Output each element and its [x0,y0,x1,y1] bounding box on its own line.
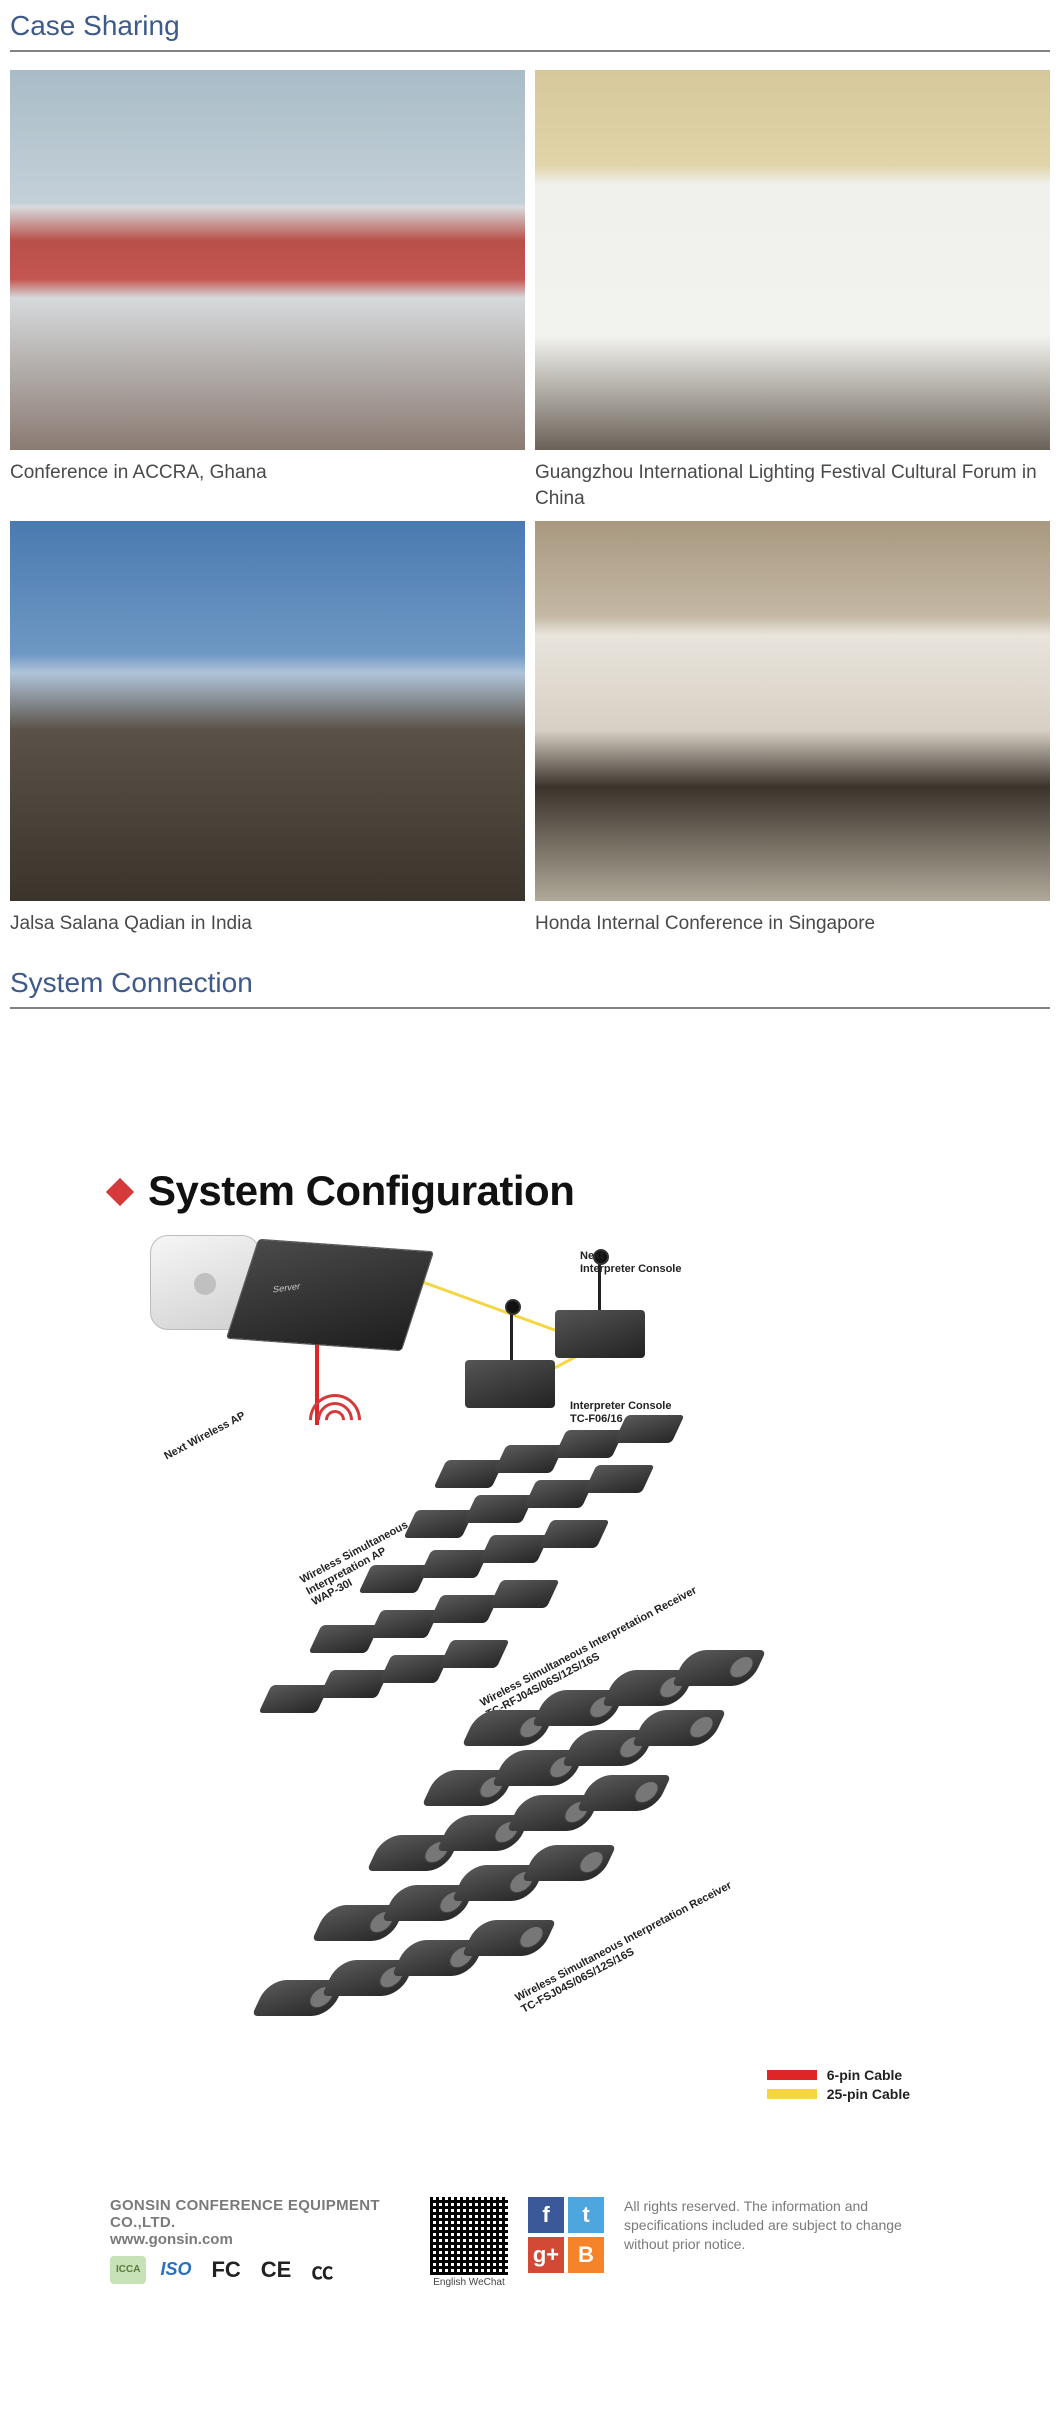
page-footer: GONSIN CONFERENCE EQUIPMENT CO.,LTD. www… [10,2185,1050,2408]
label-next-interpreter: NextInterpreter Console [580,1250,681,1275]
case-card: Jalsa Salana Qadian in India [10,521,525,937]
receiver-small [358,1565,429,1593]
legend-25pin-label: 25-pin Cable [827,2086,910,2102]
case-image [10,521,525,901]
case-caption: Jalsa Salana Qadian in India [10,911,525,937]
swatch-25pin [767,2089,817,2099]
system-config-section: System Configuration Server Next Wireles… [10,1027,1050,2175]
social-icons: f t g+ B [528,2197,604,2273]
case-card: Guangzhou International Lighting Festiva… [535,70,1050,511]
cert-ce-icon: CE [255,2256,298,2284]
server-device: Server [226,1239,434,1352]
receiver-small [488,1580,559,1608]
section-divider [10,1007,1050,1009]
case-sharing-title: Case Sharing [10,10,1050,42]
certifications-row: ICCA ISO FC CE ㏄ [110,2256,410,2284]
receiver-large [632,1710,727,1746]
section-divider [10,50,1050,52]
cert-ccc-icon: ㏄ [305,2256,339,2284]
receiver-small [418,1550,489,1578]
receiver-small [318,1670,389,1698]
system-connection-title: System Connection [10,967,1050,999]
interpreter-console-device [555,1310,645,1358]
company-name: GONSIN CONFERENCE EQUIPMENT CO.,LTD. [110,2197,410,2231]
receiver-small [493,1445,564,1473]
case-card: Conference in ACCRA, Ghana [10,70,525,511]
cert-iso-icon: ISO [154,2256,197,2284]
legend-6pin-label: 6-pin Cable [827,2067,902,2083]
receiver-small [368,1610,439,1638]
case-grid: Conference in ACCRA, Ghana Guangzhou Inte… [10,70,1050,937]
company-website: www.gonsin.com [110,2231,410,2248]
wifi-signal-icon [305,1380,365,1440]
case-card: Honda Internal Conference in Singapore [535,521,1050,937]
qr-label: English WeChat [430,2277,508,2288]
cable-25pin [419,1279,561,1333]
cert-icca-icon: ICCA [110,2256,146,2284]
case-caption: Conference in ACCRA, Ghana [10,460,525,486]
case-caption: Honda Internal Conference in Singapore [535,911,1050,937]
label-wireless-ap: Wireless SimultaneousInterpretation APWA… [298,1519,422,1609]
swatch-6pin [767,2070,817,2080]
receiver-small [438,1640,509,1668]
case-image [535,521,1050,901]
receiver-small [378,1655,449,1683]
receiver-small [308,1625,379,1653]
label-next-wireless-ap: Next Wireless AP [162,1410,247,1463]
blogger-icon[interactable]: B [568,2237,604,2273]
receiver-small [583,1465,654,1493]
receiver-small [538,1520,609,1548]
receiver-large [522,1845,617,1881]
receiver-small [258,1685,329,1713]
system-config-heading: System Configuration [110,1167,950,1215]
receiver-small [613,1415,684,1443]
diamond-bullet-icon [106,1178,134,1206]
facebook-icon[interactable]: f [528,2197,564,2233]
receiver-small [478,1535,549,1563]
receiver-large [462,1920,557,1956]
receiver-small [463,1495,534,1523]
case-image [535,70,1050,450]
receiver-small [553,1430,624,1458]
label-rx-large: Wireless Simultaneous Interpretation Rec… [513,1879,740,2015]
google-plus-icon[interactable]: g+ [528,2237,564,2273]
system-config-heading-text: System Configuration [148,1167,574,1214]
interpreter-console-device [465,1360,555,1408]
server-label: Server [272,1281,300,1295]
receiver-small [403,1510,474,1538]
cert-fc-icon: FC [205,2256,246,2284]
rights-text: All rights reserved. The information and… [624,2197,950,2254]
case-caption: Guangzhou International Lighting Festiva… [535,460,1050,511]
receiver-small [523,1480,594,1508]
microphone-icon [510,1307,513,1362]
receiver-small [433,1460,504,1488]
receiver-large [672,1650,767,1686]
qr-code-icon [430,2197,508,2275]
case-image [10,70,525,450]
receiver-small [428,1595,499,1623]
twitter-icon[interactable]: t [568,2197,604,2233]
receiver-large [577,1775,672,1811]
system-diagram: Server Next Wireless AP Wireless Simulta… [150,1235,910,2135]
cable-legend: 6-pin Cable 25-pin Cable [767,2064,910,2105]
